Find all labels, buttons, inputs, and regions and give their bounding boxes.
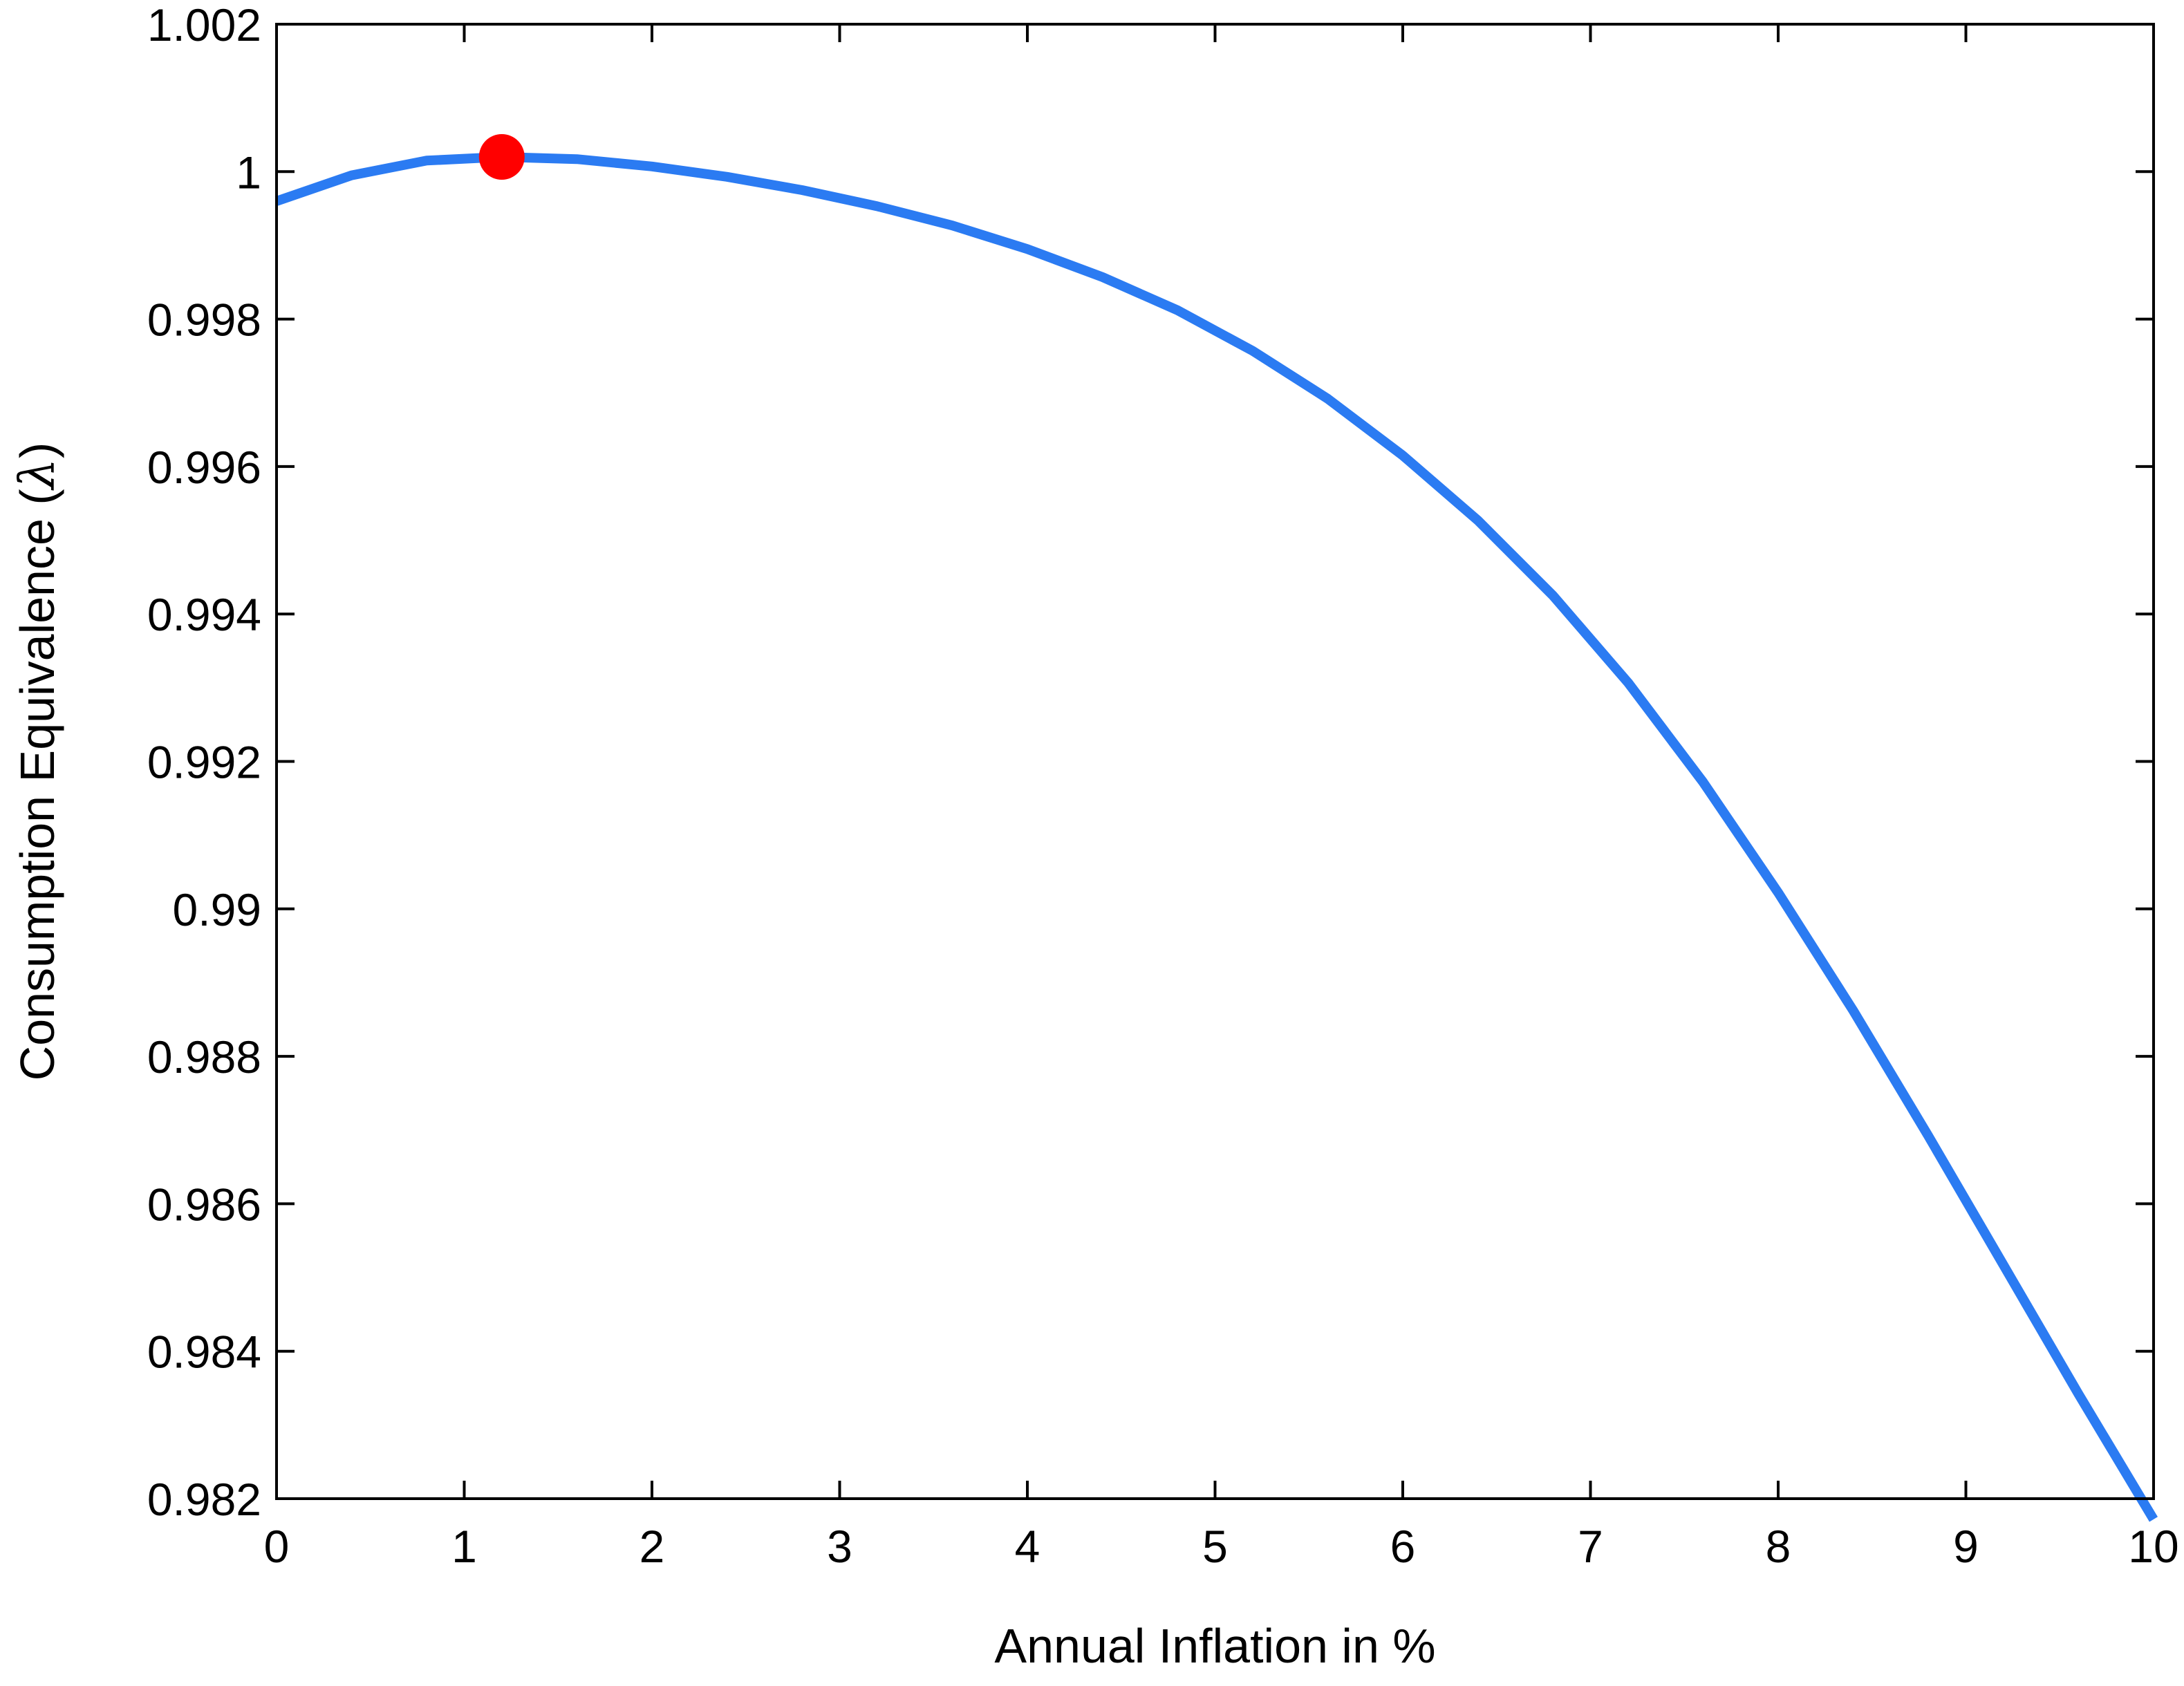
- series-layer: [274, 133, 2158, 1522]
- x-axis-label: Annual Inflation in %: [994, 1619, 1435, 1673]
- x-tick-label: 10: [2128, 1521, 2178, 1572]
- x-tick-label: 4: [1015, 1521, 1040, 1572]
- y-tick-label: 1: [236, 147, 261, 198]
- optimum-point-marker: [478, 133, 525, 180]
- y-tick-label: 0.986: [147, 1179, 261, 1230]
- axis-ticks: [275, 23, 2155, 1500]
- y-axis-label-text: Consumption Equivalence (: [10, 489, 64, 1080]
- y-tick-label: 0.992: [147, 737, 261, 788]
- x-tick-label: 3: [827, 1521, 852, 1572]
- y-tick-label: 0.998: [147, 294, 261, 346]
- x-tick-label: 1: [451, 1521, 477, 1572]
- y-axis-label-close: ): [10, 442, 64, 458]
- y-axis-label: Consumption Equivalence (λ): [9, 442, 66, 1081]
- y-tick-label: 0.99: [173, 884, 261, 935]
- series-line: [274, 152, 2158, 1522]
- x-tick-label: 7: [1578, 1521, 1603, 1572]
- y-tick-label: 1.002: [147, 0, 261, 50]
- x-tick-label: 6: [1390, 1521, 1416, 1572]
- x-tick-label: 5: [1202, 1521, 1228, 1572]
- plot-frame: [275, 23, 2155, 1500]
- x-tick-label: 9: [1953, 1521, 1979, 1572]
- y-tick-label: 0.988: [147, 1031, 261, 1083]
- y-tick-label: 0.996: [147, 442, 261, 493]
- x-tick-label: 0: [264, 1521, 290, 1572]
- y-tick-label: 0.982: [147, 1474, 261, 1525]
- y-tick-label: 0.994: [147, 589, 261, 640]
- x-tick-label: 8: [1766, 1521, 1791, 1572]
- axis-tick-labels: 0 1 2 3 4 5 6 7 8 9 10 0.982 0.984 0.986 0.988 0.99 0.99…: [147, 0, 2179, 1572]
- y-axis-label-symbol: λ: [9, 458, 66, 491]
- x-tick-label: 2: [640, 1521, 665, 1572]
- y-tick-label: 0.984: [147, 1327, 261, 1378]
